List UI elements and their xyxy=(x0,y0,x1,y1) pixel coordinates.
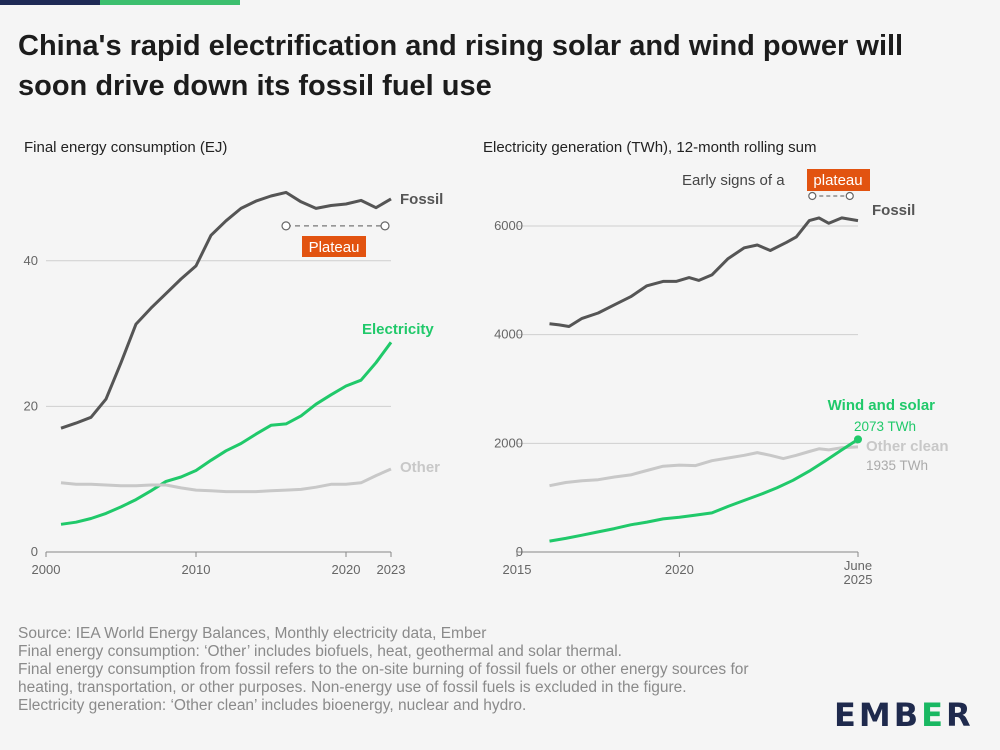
right-label-other-clean: Other clean xyxy=(866,438,949,455)
brand-bar-green xyxy=(100,0,240,5)
right-y-tick-label: 4000 xyxy=(494,327,523,342)
left-chart-title: Final energy consumption (EJ) xyxy=(24,139,228,156)
right-plateau-label-box xyxy=(807,169,870,191)
left-series-line-other xyxy=(60,467,392,494)
right-plateau-label: plateau xyxy=(813,172,862,189)
footer-note-fossil: Final energy consumption from fossil ref… xyxy=(18,661,749,696)
left-y-tick-label: 0 xyxy=(31,544,38,559)
right-label-fossil: Fossil xyxy=(872,202,915,219)
right-label-wind-solar: Wind and solar xyxy=(828,397,936,414)
brand-bar-navy xyxy=(0,0,100,5)
left-y-tick-label: 20 xyxy=(24,398,38,413)
left-y-tick-label: 40 xyxy=(24,253,38,268)
right-x-tick-label-year: 2025 xyxy=(844,572,873,587)
left-x-tick-label: 2010 xyxy=(182,562,211,577)
footer-note-other-clean: Electricity generation: ‘Other clean’ in… xyxy=(18,697,527,714)
left-label-fossil: Fossil xyxy=(400,191,443,208)
right-value-wind-solar: 2073 TWh xyxy=(854,419,916,434)
right-series-line-wind-and-solar xyxy=(549,438,859,543)
plateau-start-marker xyxy=(281,221,291,231)
page-title: China's rapid electrification and rising… xyxy=(18,30,904,102)
left-label-electricity: Electricity xyxy=(362,321,434,338)
right-x-tick-label: 2015 xyxy=(503,562,532,577)
left-label-other: Other xyxy=(400,459,440,476)
right-chart-title: Electricity generation (TWh), 12-month r… xyxy=(483,139,817,156)
left-x-tick-label: 2000 xyxy=(32,562,61,577)
left-x-tick-label: 2023 xyxy=(377,562,406,577)
right-y-tick-label: 0 xyxy=(516,544,523,559)
footer-notes: Source: IEA World Energy Balances, Month… xyxy=(18,625,798,715)
early-signs-label: Early signs of a xyxy=(682,172,785,189)
right-y-tick-label: 2000 xyxy=(494,435,523,450)
ember-logo: EMBER xyxy=(834,696,974,734)
right-series-line-other-clean xyxy=(549,445,859,488)
left-series-line-fossil xyxy=(60,190,392,430)
left-x-tick-label: 2020 xyxy=(332,562,361,577)
plateau-label-box xyxy=(302,236,366,257)
right-value-other-clean: 1935 TWh xyxy=(866,458,928,473)
wind-solar-end-marker xyxy=(854,435,862,444)
right-series-line-fossil xyxy=(549,216,859,328)
right-y-tick-label: 6000 xyxy=(494,218,523,233)
left-series-line-electricity xyxy=(60,341,393,526)
plateau-end-marker xyxy=(380,221,390,231)
plateau-label: Plateau xyxy=(309,239,360,256)
right-plateau-start-marker xyxy=(808,191,817,201)
right-x-tick-label-month: June xyxy=(844,558,872,573)
right-x-tick-label: 2020 xyxy=(665,562,694,577)
right-plateau-end-marker xyxy=(845,191,854,201)
footer-note-other: Final energy consumption: ‘Other’ includ… xyxy=(18,643,622,660)
brand-top-bar xyxy=(0,0,240,5)
footer-source: Source: IEA World Energy Balances, Month… xyxy=(18,625,487,642)
